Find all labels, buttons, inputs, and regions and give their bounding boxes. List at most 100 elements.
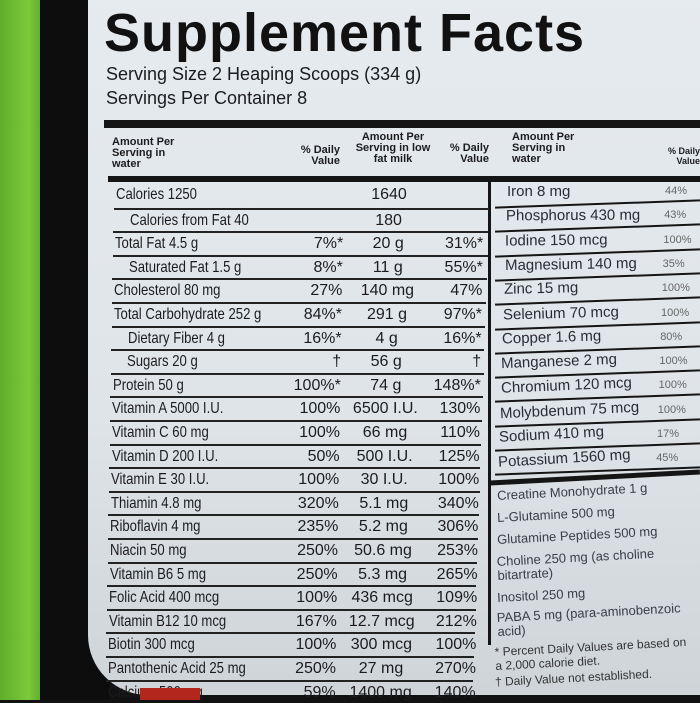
nutrient-name: Pantothenic Acid 25 mg bbox=[108, 660, 246, 677]
dv-water: 27% bbox=[310, 282, 343, 300]
header-divider bbox=[108, 176, 700, 182]
nutrient-name: Thiamin 4.8 mg bbox=[110, 494, 202, 512]
amount-milk: 180 bbox=[375, 211, 402, 229]
mineral-name: Copper 1.6 mg bbox=[501, 327, 602, 348]
dv-water: 100% bbox=[295, 636, 337, 654]
dv-milk: 148%* bbox=[433, 376, 481, 394]
amount-milk: 300 mcg bbox=[350, 636, 413, 654]
mineral-dv: 100% bbox=[657, 403, 686, 416]
nutrient-name: Vitamin C 60 mg bbox=[112, 424, 209, 441]
amount-milk: 5.3 mg bbox=[358, 565, 408, 583]
nutrient-row: Vitamin E 30 I.U. 100% 30 I.U. 100% bbox=[109, 467, 481, 491]
header-amount-milk: Amount Per Serving in low fat milk bbox=[355, 131, 431, 165]
dv-water: 100%* bbox=[293, 376, 341, 394]
dv-milk: 100% bbox=[438, 471, 480, 489]
mineral-dv: 80% bbox=[660, 330, 683, 343]
amount-milk: 5.1 mg bbox=[359, 494, 409, 512]
nutrient-row: Vitamin A 5000 I.U. 100% 6500 I.U. 130% bbox=[110, 396, 483, 420]
dv-milk: 270% bbox=[435, 660, 476, 677]
dv-milk: 265% bbox=[436, 565, 478, 583]
dv-water: 167% bbox=[295, 612, 337, 630]
dv-milk: 125% bbox=[438, 447, 480, 465]
dv-water: 320% bbox=[297, 494, 339, 512]
mineral-dv: 43% bbox=[664, 209, 687, 222]
amount-milk: 140 mg bbox=[360, 282, 415, 300]
mineral-name: Phosphorus 430 mg bbox=[506, 206, 641, 225]
mineral-dv: 100% bbox=[661, 282, 690, 295]
dv-milk: 109% bbox=[436, 589, 478, 607]
dv-milk: † bbox=[472, 353, 482, 371]
dv-milk: 130% bbox=[439, 400, 481, 418]
amount-milk: 12.7 mcg bbox=[348, 612, 415, 630]
amount-milk: 66 mg bbox=[362, 424, 408, 441]
amount-milk: 56 g bbox=[370, 353, 402, 371]
amount-milk: 500 I.U. bbox=[356, 447, 413, 465]
nutrient-name: Vitamin E 30 I.U. bbox=[111, 471, 210, 489]
header-amount-water-right: Amount Per Serving in water bbox=[512, 131, 575, 165]
dv-milk: 31%* bbox=[444, 235, 484, 253]
nutrient-name: Riboflavin 4 mg bbox=[110, 518, 201, 536]
dv-water: 100% bbox=[299, 424, 340, 441]
amount-milk: 74 g bbox=[370, 376, 402, 394]
dv-milk: 55%* bbox=[444, 258, 483, 276]
nutrient-row: Riboflavin 4 mg 235% 5.2 mg 306% bbox=[108, 514, 479, 538]
dv-water: 7%* bbox=[313, 235, 344, 253]
nutrient-name: Biotin 300 mcg bbox=[108, 636, 196, 654]
dv-milk: 306% bbox=[437, 518, 479, 536]
dv-water: 84%* bbox=[303, 306, 342, 323]
mineral-name: Zinc 15 mg bbox=[503, 279, 579, 298]
nutrient-name: Niacin 50 mg bbox=[110, 542, 187, 559]
servings-per-container: Servings Per Container 8 bbox=[106, 88, 308, 108]
dv-water: 235% bbox=[297, 518, 339, 536]
nutrient-name: Vitamin D 200 I.U. bbox=[111, 447, 218, 465]
nutrient-name: Protein 50 g bbox=[112, 376, 184, 394]
header-dv: % Daily Value bbox=[300, 144, 340, 167]
nutrient-name: Calories 1250 bbox=[116, 186, 197, 203]
amount-milk: 50.6 mg bbox=[354, 542, 412, 559]
dv-water: † bbox=[332, 353, 342, 371]
nutrient-row: Pantothenic Acid 25 mg 250% 27 mg 270% bbox=[106, 656, 476, 680]
nutrient-row: Niacin 50 mg 250% 50.6 mg 253% bbox=[108, 538, 478, 562]
nutrient-name: Calories from Fat 40 bbox=[129, 211, 249, 229]
amount-milk: 1400 mg bbox=[349, 683, 412, 701]
mineral-dv: 44% bbox=[665, 185, 688, 197]
mineral-name: Iodine 150 mcg bbox=[505, 231, 609, 250]
nutrient-row: Saturated Fat 1.5 g 8%* 11 g 55%* bbox=[112, 254, 488, 279]
amount-milk: 436 mcg bbox=[351, 589, 413, 607]
dv-milk: 16%* bbox=[443, 329, 482, 347]
dv-water: 100% bbox=[299, 400, 341, 418]
dv-milk: 340% bbox=[437, 494, 479, 512]
dv-milk: 110% bbox=[440, 424, 480, 441]
header-amount-water: Amount Per Serving in water bbox=[112, 136, 175, 170]
mineral-name: Magnesium 140 mg bbox=[504, 254, 637, 274]
dv-water: 8%* bbox=[313, 258, 343, 276]
label-title: Supplement Facts bbox=[104, 3, 586, 63]
amount-milk: 20 g bbox=[372, 235, 404, 253]
amount-milk: 27 mg bbox=[358, 660, 404, 677]
supplement-label bbox=[88, 0, 700, 695]
nutrient-name: Cholesterol 80 mg bbox=[114, 282, 221, 300]
amount-milk: 291 g bbox=[366, 306, 408, 323]
mineral-dv: 100% bbox=[663, 233, 692, 246]
nutrient-name: Sugars 20 g bbox=[127, 353, 198, 371]
mineral-dv: 100% bbox=[658, 379, 687, 392]
nutrient-name: Vitamin B6 5 mg bbox=[109, 565, 206, 583]
nutrient-name: Vitamin A 5000 I.U. bbox=[112, 400, 224, 418]
serving-size: Serving Size 2 Heaping Scoops (334 g) bbox=[106, 64, 422, 84]
dv-water: 50% bbox=[307, 447, 340, 465]
amount-milk: 1640 bbox=[371, 186, 407, 203]
dv-milk: 253% bbox=[437, 542, 478, 559]
column-divider bbox=[488, 180, 491, 645]
dv-milk: 100% bbox=[435, 636, 477, 654]
mineral-dv: 100% bbox=[659, 355, 688, 368]
amount-milk: 5.2 mg bbox=[358, 518, 408, 536]
nutrient-row: Total Carbohydrate 252 g 84%* 291 g 97%* bbox=[112, 302, 486, 326]
dv-water: 250% bbox=[296, 565, 338, 583]
header-dv-right: % Daily Value bbox=[667, 146, 700, 166]
nutrient-row: Biotin 300 mcg 100% 300 mcg 100% bbox=[106, 632, 477, 656]
nutrient-row: Vitamin D 200 I.U. 50% 500 I.U. 125% bbox=[109, 443, 482, 468]
other-ingredients-label bbox=[140, 688, 200, 700]
header-dv-milk: % Daily Value bbox=[449, 142, 489, 165]
dv-water: 100% bbox=[298, 471, 340, 489]
